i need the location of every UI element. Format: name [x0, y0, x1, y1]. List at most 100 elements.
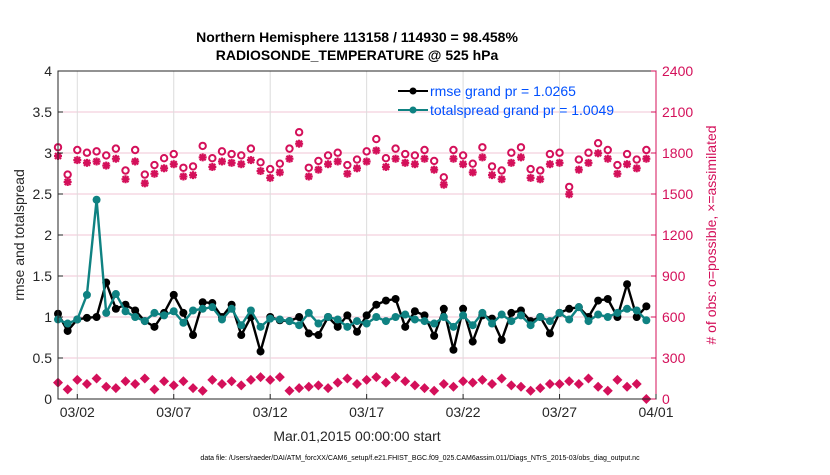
- low-count-point: [390, 372, 401, 383]
- low-count-point: [274, 372, 285, 383]
- assimilated-point: [266, 173, 275, 182]
- spread-point: [295, 321, 304, 330]
- assimilated-stroke: [594, 149, 602, 158]
- assimilated-point: [82, 158, 91, 167]
- spread-point: [516, 311, 525, 320]
- low-count-point: [400, 376, 411, 387]
- assimilated-stroke: [237, 160, 246, 168]
- low-count-point: [188, 383, 199, 394]
- spread-point: [256, 322, 265, 331]
- low-count-point: [159, 376, 170, 387]
- possible-point: [584, 148, 593, 157]
- possible-point: [314, 156, 323, 166]
- assimilated-point: [430, 165, 439, 174]
- assimilated-stroke: [440, 180, 448, 189]
- y2-tick-label: 1500: [662, 186, 693, 202]
- possible-point: [304, 163, 313, 172]
- low-count-point: [506, 380, 517, 391]
- possible-point: [246, 144, 256, 153]
- y-tick-label: 0.5: [33, 350, 53, 366]
- possible-point: [526, 164, 535, 174]
- assimilated-point: [227, 158, 236, 167]
- possible-point: [294, 128, 304, 137]
- assimilated-point: [642, 154, 651, 163]
- possible-point: [92, 147, 101, 156]
- assimilated-point: [285, 154, 294, 163]
- low-count-point: [120, 376, 131, 387]
- assimilated-point: [140, 179, 149, 188]
- spread-point: [208, 303, 217, 312]
- possible-point: [507, 148, 516, 157]
- assimilated-stroke: [92, 157, 101, 166]
- assimilated-stroke: [623, 160, 631, 168]
- assimilated-stroke: [121, 175, 130, 184]
- y2-axis-label: # of obs: o=possible, ×=assimilated: [703, 125, 719, 344]
- y2-tick-label: 2100: [662, 104, 693, 120]
- assimilated-point: [275, 168, 284, 177]
- assimilated-stroke: [112, 154, 120, 163]
- assimilated-stroke: [314, 165, 323, 174]
- possible-point: [256, 158, 265, 167]
- assimilated-point: [304, 172, 313, 181]
- low-count-point: [564, 376, 575, 387]
- assimilated-stroke: [179, 172, 188, 181]
- possible-point: [121, 166, 130, 175]
- x-tick-label: 03/27: [542, 404, 577, 420]
- spread-point: [459, 311, 468, 320]
- assimilated-stroke: [227, 159, 236, 167]
- rmse-point: [439, 304, 448, 313]
- assimilated-point: [333, 157, 342, 166]
- possible-point: [410, 151, 420, 160]
- legend-label-spread: totalspread grand pr = 1.0049: [430, 102, 614, 118]
- y-tick-label: 1.5: [33, 268, 53, 284]
- assimilated-stroke: [642, 154, 651, 163]
- spread-point: [198, 304, 207, 313]
- chart-title-line1: Northern Hemisphere 113158 / 114930 = 98…: [196, 29, 518, 45]
- assimilated-stroke: [411, 160, 419, 168]
- rmse-point: [372, 300, 381, 309]
- spread-point: [391, 313, 400, 321]
- assimilated-point: [217, 157, 226, 166]
- assimilated-point: [603, 154, 612, 163]
- assimilated-stroke: [459, 160, 467, 168]
- assimilated-stroke: [632, 164, 641, 173]
- x-tick-label: 03/07: [156, 404, 191, 420]
- spread-point: [507, 317, 516, 326]
- low-count-point: [593, 381, 604, 392]
- low-count-point: [361, 374, 372, 385]
- spread-point: [594, 310, 603, 319]
- assimilated-stroke: [584, 159, 593, 167]
- spread-point: [642, 316, 651, 325]
- spread-point: [189, 306, 198, 315]
- y-tick-label: 4: [44, 63, 52, 79]
- spread-point: [526, 321, 535, 330]
- possible-point: [439, 173, 449, 182]
- y2-tick-label: 1200: [662, 227, 693, 243]
- rmse-point: [63, 326, 72, 335]
- rmse-point: [169, 290, 178, 299]
- y-tick-label: 1: [44, 309, 52, 325]
- spread-point: [565, 315, 574, 324]
- possible-point: [130, 145, 140, 155]
- y2-tick-label: 300: [662, 350, 686, 366]
- spread-point: [246, 306, 255, 315]
- rmse-point: [545, 329, 554, 338]
- rmse-point: [179, 308, 188, 317]
- spread-point: [131, 313, 140, 321]
- assimilated-point: [468, 168, 477, 177]
- low-count-point: [448, 381, 459, 392]
- low-count-point: [265, 374, 276, 385]
- low-count-point: [216, 378, 227, 389]
- assimilated-stroke: [295, 139, 303, 148]
- rmse-point: [92, 313, 101, 321]
- possible-point: [217, 147, 227, 156]
- low-count-point: [515, 381, 526, 392]
- assimilated-point: [246, 156, 255, 165]
- rmse-point: [632, 313, 641, 321]
- assimilated-point: [623, 160, 632, 169]
- assimilated-point: [343, 169, 352, 178]
- chart-title-line2: RADIOSONDE_TEMPERATURE @ 525 hPa: [216, 47, 499, 63]
- rmse-point: [198, 298, 207, 307]
- possible-point: [642, 145, 651, 155]
- assimilated-point: [169, 160, 178, 169]
